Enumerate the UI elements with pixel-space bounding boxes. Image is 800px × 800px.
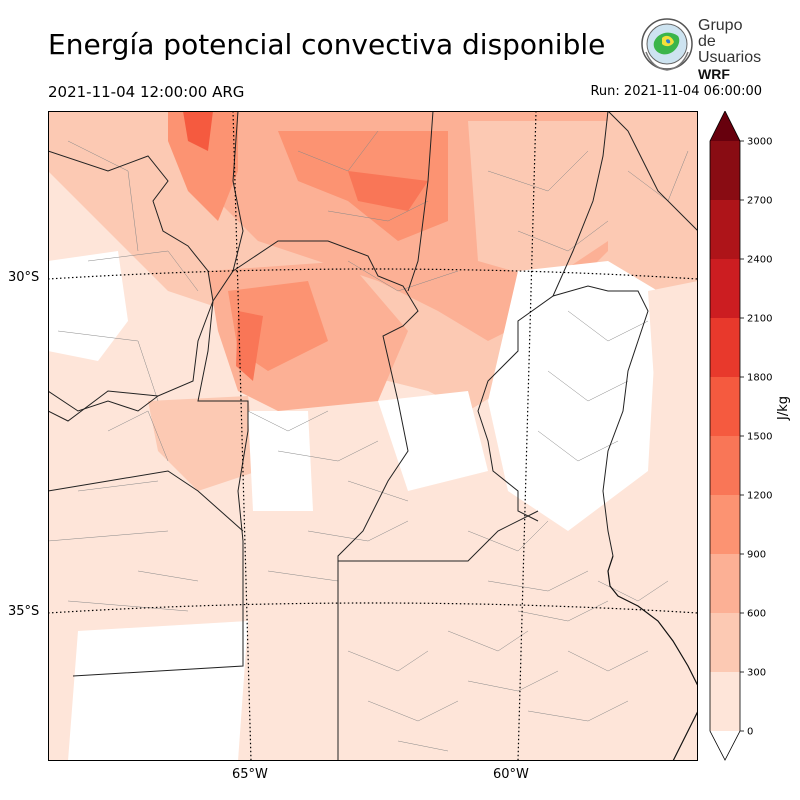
colorbar-swatch bbox=[710, 141, 740, 200]
lat-label-35s: 35°S bbox=[8, 604, 40, 619]
wrf-logo: Grupo de Usuarios WRF bbox=[638, 16, 762, 82]
colorbar-swatch bbox=[710, 377, 740, 436]
colorbar-tick-label: 0 bbox=[747, 727, 753, 738]
lon-label-65w: 65°W bbox=[232, 767, 268, 782]
graticule bbox=[48, 111, 698, 761]
colorbar-tick-label: 2400 bbox=[747, 255, 772, 266]
colorbar-swatch bbox=[710, 672, 740, 731]
province-boundaries bbox=[48, 111, 698, 761]
coastline bbox=[607, 555, 698, 761]
colorbar-swatch bbox=[710, 200, 740, 259]
colorbar-label: J/kg bbox=[776, 396, 791, 420]
cape-map bbox=[48, 111, 698, 761]
run-time: Run: 2021-11-04 06:00:00 bbox=[590, 84, 762, 99]
colorbar-tick-label: 2700 bbox=[747, 196, 772, 207]
admin-boundaries bbox=[48, 130, 689, 752]
colorbar-tick-label: 600 bbox=[747, 609, 766, 620]
colorbar-swatch bbox=[710, 554, 740, 613]
colorbar-swatches bbox=[709, 111, 741, 761]
colorbar-tick-label: 1200 bbox=[747, 491, 772, 502]
logo-line-3: WRF bbox=[698, 66, 730, 82]
colorbar-tick-label: 1500 bbox=[747, 432, 772, 443]
lat-label-30s: 30°S bbox=[8, 270, 40, 285]
colorbar-tick-label: 900 bbox=[747, 550, 766, 561]
colorbar-swatch bbox=[710, 613, 740, 672]
colorbar-swatch bbox=[710, 436, 740, 495]
map-title: Energía potencial convectiva disponible bbox=[48, 28, 606, 61]
globe-icon bbox=[641, 18, 693, 71]
cape-field bbox=[48, 111, 698, 761]
colorbar-ticks: 0 300 600 900 1200 1500 1800 2100 2400 2700 3000 bbox=[740, 137, 772, 738]
logo-line-2: Usuarios bbox=[698, 49, 762, 66]
colorbar-swatch bbox=[710, 495, 740, 554]
colorbar-tick-label: 300 bbox=[747, 668, 766, 679]
logo-line-1: Grupo de bbox=[698, 17, 743, 50]
colorbar-tick-label: 2100 bbox=[747, 314, 772, 325]
colorbar-extend-high bbox=[710, 111, 740, 141]
colorbar-swatch bbox=[710, 318, 740, 377]
colorbar-swatch bbox=[710, 259, 740, 318]
valid-time: 2021-11-04 12:00:00 ARG bbox=[48, 83, 245, 101]
colorbar-extend-low bbox=[710, 731, 740, 761]
colorbar-tick-label: 3000 bbox=[747, 137, 772, 148]
lon-label-60w: 60°W bbox=[493, 767, 529, 782]
colorbar-tick-label: 1800 bbox=[747, 373, 772, 384]
colorbar: 0 300 600 900 1200 1500 1800 2100 2400 2700 3000 bbox=[709, 111, 772, 761]
